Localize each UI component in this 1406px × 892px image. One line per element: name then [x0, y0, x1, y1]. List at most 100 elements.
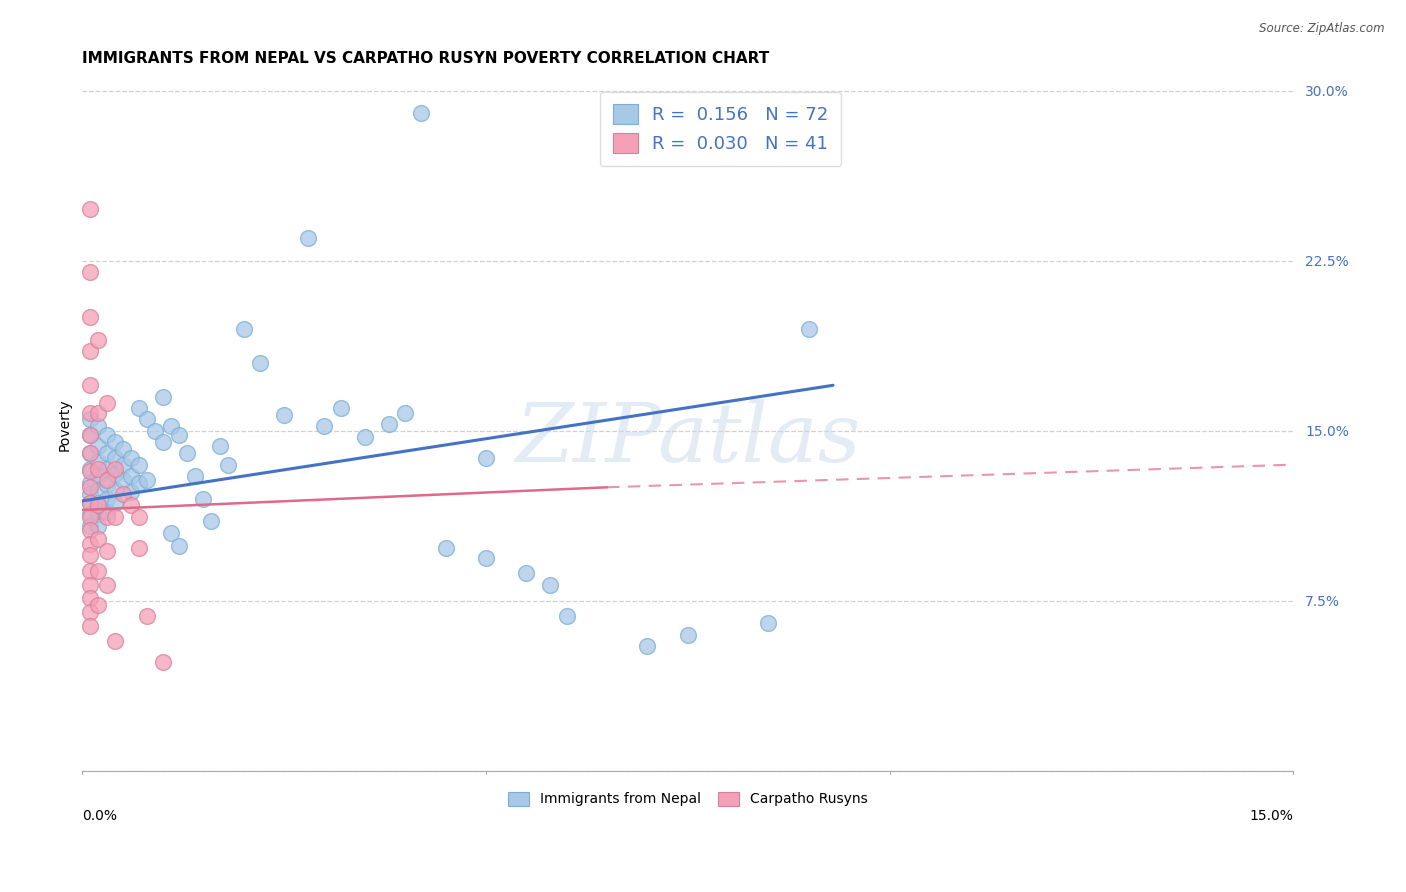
Point: [87, 483, 110, 497]
Legend: Immigrants from Nepal, Carpatho Rusyns: Immigrants from Nepal, Carpatho Rusyns: [502, 786, 873, 812]
Point: [314, 419, 336, 434]
Point: [79, 605, 101, 619]
Point: [273, 408, 295, 422]
Point: [167, 428, 190, 442]
Point: [297, 231, 319, 245]
Point: [160, 525, 183, 540]
Point: [434, 541, 457, 556]
Point: [135, 609, 157, 624]
Point: [475, 450, 498, 465]
Point: [103, 450, 125, 465]
Point: [79, 446, 101, 460]
Point: [120, 469, 142, 483]
Point: [143, 424, 166, 438]
Point: [87, 496, 110, 510]
Point: [111, 474, 134, 488]
Point: [96, 446, 118, 460]
Point: [87, 499, 110, 513]
Point: [103, 467, 125, 481]
Point: [79, 508, 101, 522]
Point: [515, 566, 537, 581]
Point: [79, 537, 101, 551]
Point: [79, 524, 101, 538]
Point: [79, 446, 101, 460]
Point: [79, 265, 101, 279]
Text: 0.0%: 0.0%: [83, 809, 117, 823]
Point: [128, 475, 150, 490]
Y-axis label: Poverty: Poverty: [58, 399, 72, 451]
Point: [87, 455, 110, 469]
Point: [394, 405, 416, 419]
Point: [79, 480, 101, 494]
Point: [87, 518, 110, 533]
Point: [79, 518, 101, 533]
Point: [636, 639, 658, 653]
Point: [111, 442, 134, 456]
Point: [475, 550, 498, 565]
Text: ZIPatlas: ZIPatlas: [515, 399, 860, 479]
Point: [96, 505, 118, 519]
Point: [96, 543, 118, 558]
Point: [96, 428, 118, 442]
Text: IMMIGRANTS FROM NEPAL VS CARPATHO RUSYN POVERTY CORRELATION CHART: IMMIGRANTS FROM NEPAL VS CARPATHO RUSYN …: [83, 51, 769, 66]
Point: [79, 496, 101, 510]
Point: [103, 483, 125, 497]
Point: [79, 549, 101, 563]
Point: [79, 378, 101, 392]
Point: [540, 578, 562, 592]
Point: [555, 609, 578, 624]
Point: [79, 496, 101, 510]
Point: [79, 344, 101, 359]
Point: [79, 487, 101, 501]
Point: [103, 496, 125, 510]
Point: [87, 462, 110, 476]
Point: [79, 412, 101, 426]
Point: [167, 539, 190, 553]
Point: [208, 440, 231, 454]
Point: [353, 430, 375, 444]
Text: Source: ZipAtlas.com: Source: ZipAtlas.com: [1260, 22, 1385, 36]
Point: [87, 508, 110, 522]
Point: [79, 578, 101, 592]
Text: 15.0%: 15.0%: [1250, 809, 1294, 823]
Point: [411, 106, 433, 120]
Point: [96, 578, 118, 592]
Point: [103, 462, 125, 476]
Point: [79, 428, 101, 442]
Point: [152, 655, 174, 669]
Point: [120, 450, 142, 465]
Point: [96, 509, 118, 524]
Point: [232, 321, 254, 335]
Point: [120, 484, 142, 499]
Point: [96, 478, 118, 492]
Point: [797, 321, 820, 335]
Point: [79, 310, 101, 325]
Point: [152, 390, 174, 404]
Point: [128, 458, 150, 472]
Point: [111, 487, 134, 501]
Point: [160, 419, 183, 434]
Point: [79, 618, 101, 632]
Point: [87, 533, 110, 547]
Point: [184, 469, 207, 483]
Point: [96, 462, 118, 476]
Point: [87, 405, 110, 419]
Point: [103, 634, 125, 648]
Point: [200, 514, 222, 528]
Point: [193, 491, 215, 506]
Point: [87, 419, 110, 434]
Point: [96, 474, 118, 488]
Point: [96, 491, 118, 506]
Point: [676, 627, 699, 641]
Point: [120, 499, 142, 513]
Point: [79, 462, 101, 476]
Point: [378, 417, 401, 431]
Point: [249, 356, 271, 370]
Point: [79, 465, 101, 479]
Point: [128, 509, 150, 524]
Point: [87, 333, 110, 347]
Point: [152, 434, 174, 449]
Point: [103, 434, 125, 449]
Point: [135, 474, 157, 488]
Point: [758, 616, 780, 631]
